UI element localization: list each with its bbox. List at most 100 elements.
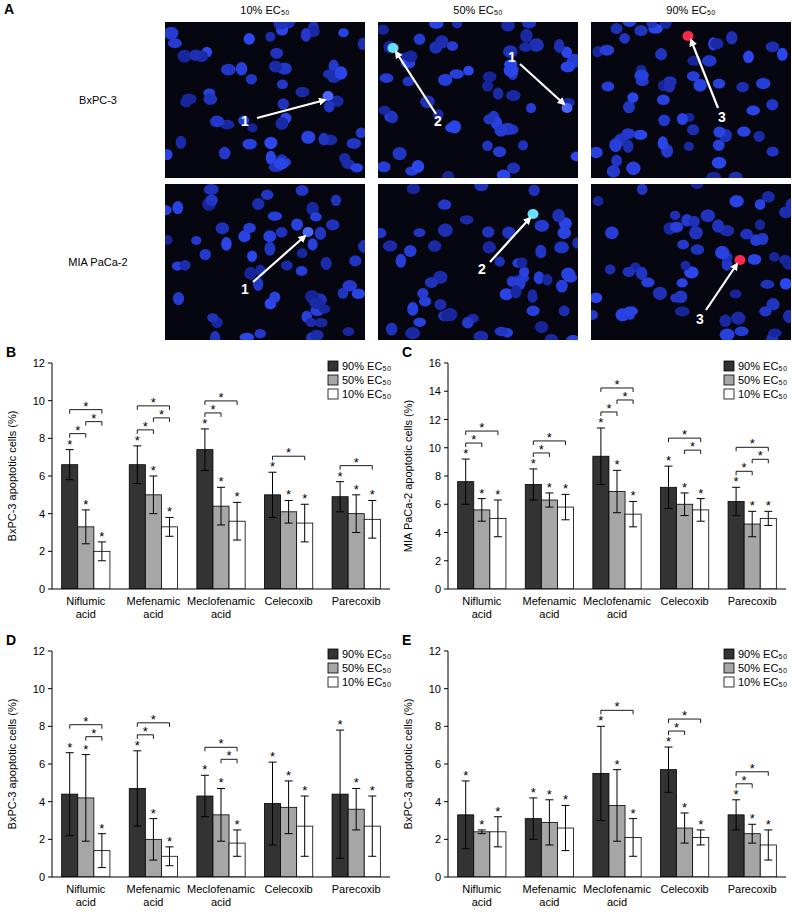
- x-axis: [448, 877, 786, 878]
- y-tick-label: 0: [39, 871, 45, 883]
- bar: [197, 450, 213, 589]
- label-line: Mefenamic: [127, 883, 181, 895]
- x-tick-label: Parecoxib: [332, 595, 381, 607]
- nucleus: [310, 212, 322, 221]
- nucleus: [520, 29, 532, 43]
- x-tick-label: Parecoxib: [728, 595, 777, 607]
- legend: 90% EC₅₀50% EC₅₀10% EC₅₀: [328, 648, 391, 688]
- x-tick-label: Meclofenamicacid: [583, 595, 651, 620]
- nucleus: [522, 22, 536, 28]
- error-stem: [668, 747, 669, 792]
- nucleus: [655, 48, 667, 60]
- y-tick-label: 6: [435, 758, 441, 770]
- bar-star: *: [286, 487, 291, 502]
- bar-star: *: [338, 717, 343, 732]
- nucleus: [240, 333, 254, 340]
- significance-label: *: [479, 420, 484, 435]
- error-stem: [633, 501, 634, 526]
- bar-star: *: [83, 497, 88, 512]
- bar: [281, 512, 297, 589]
- error-stem: [533, 469, 534, 500]
- nucleus: [473, 331, 488, 340]
- nucleus: [396, 254, 407, 268]
- x-tick-label: Celecoxib: [264, 883, 312, 895]
- nucleus: [386, 323, 398, 336]
- nucleus: [680, 261, 690, 271]
- nucleus: [407, 302, 418, 316]
- nucleus: [737, 126, 751, 136]
- label-line: Niflumic: [462, 883, 502, 895]
- bar-star: *: [766, 498, 771, 513]
- error-bar: [697, 499, 705, 522]
- nucleus: [726, 31, 738, 44]
- bar-star: *: [531, 456, 536, 471]
- bar: [677, 504, 693, 589]
- bar-star: *: [547, 787, 552, 802]
- nucleus: [607, 165, 621, 178]
- y-tick-label: 0: [435, 583, 441, 595]
- y-tick: [444, 447, 448, 448]
- bar-star: *: [698, 486, 703, 501]
- bar: [557, 507, 573, 589]
- error-bar: [529, 469, 537, 500]
- bar-star: *: [563, 481, 568, 496]
- error-bar: [149, 476, 157, 514]
- column-header: 10% EC₅₀: [240, 4, 289, 16]
- y-tick: [48, 764, 52, 765]
- arrow: [691, 40, 718, 108]
- y-tick-label: 6: [39, 470, 45, 482]
- nucleus: [566, 335, 578, 340]
- nucleus: [378, 106, 390, 115]
- nucleus: [387, 112, 398, 123]
- error-stem: [684, 493, 685, 516]
- bar-star: *: [598, 415, 603, 430]
- nucleus: [314, 318, 327, 328]
- nucleus: [756, 78, 771, 89]
- panel-label: B: [6, 344, 16, 360]
- label-line: Mefenamic: [523, 595, 577, 607]
- error-cap: [597, 820, 605, 821]
- nucleus: [730, 290, 742, 299]
- nucleus: [731, 312, 745, 325]
- nucleus: [189, 49, 201, 61]
- label-line: Celecoxib: [264, 595, 312, 607]
- nucleus: [782, 259, 791, 270]
- bar-star: *: [218, 775, 223, 790]
- row-label: MIA PaCa-2: [68, 256, 127, 268]
- y-tick-label: 6: [39, 758, 45, 770]
- nucleus: [321, 257, 332, 270]
- error-stem: [372, 796, 373, 856]
- legend-swatch: [328, 375, 338, 385]
- nucleus: [501, 22, 515, 32]
- nucleus: [242, 139, 257, 150]
- x-tick-label: Meclofenamicacid: [583, 883, 651, 908]
- error-cap: [764, 860, 772, 861]
- error-bar: [201, 775, 209, 816]
- nucleus: [301, 28, 311, 42]
- nucleus: [677, 240, 689, 250]
- nucleus: [623, 306, 637, 316]
- legend-swatch: [724, 361, 734, 371]
- nucleus: [210, 331, 220, 340]
- y-tick: [444, 532, 448, 533]
- nucleus: [713, 127, 725, 138]
- error-stem: [153, 476, 154, 514]
- error-cap: [301, 541, 309, 542]
- annotations: ***************************: [463, 377, 771, 513]
- error-stem: [340, 730, 341, 858]
- nucleus: [483, 114, 495, 124]
- bar-star: *: [370, 783, 375, 798]
- y-axis-label: MIA PaCa-2 apoptotic cells (%): [402, 400, 414, 552]
- legend-swatch: [328, 663, 338, 673]
- error-bar: [748, 511, 756, 536]
- label-line: Meclofenamic: [187, 595, 255, 607]
- y-tick-label: 8: [435, 470, 441, 482]
- nucleus: [766, 99, 778, 110]
- legend: 90% EC₅₀50% EC₅₀10% EC₅₀: [724, 648, 787, 688]
- nucleus: [712, 157, 727, 169]
- nucleus: [740, 229, 753, 240]
- nucleus: [413, 228, 425, 237]
- nucleus: [729, 195, 743, 208]
- nucleus: [216, 222, 230, 234]
- x-tick-label: Niflumicacid: [66, 595, 106, 620]
